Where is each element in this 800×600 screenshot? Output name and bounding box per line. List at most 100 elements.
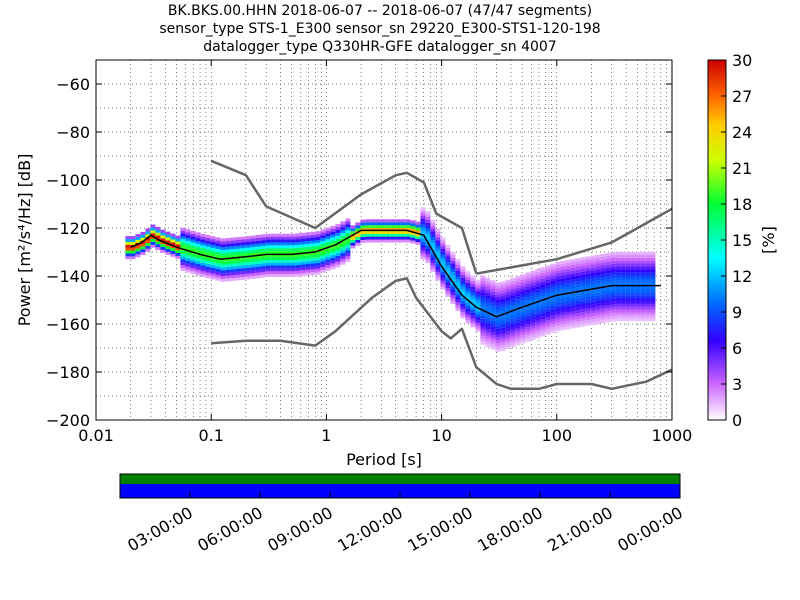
psd-density-cell: [385, 222, 391, 226]
psd-density-cell: [650, 286, 656, 290]
psd-density-cell: [190, 230, 196, 234]
psd-density-cell: [130, 247, 136, 251]
psd-density-cell: [565, 265, 571, 269]
psd-density-cell: [525, 321, 531, 325]
noise-model-line: [211, 277, 673, 391]
psd-density-cell: [220, 267, 226, 271]
psd-density-cell: [435, 251, 441, 255]
psd-density-cell: [405, 233, 411, 237]
psd-density-cell: [640, 280, 646, 284]
psd-density-cell: [600, 268, 606, 272]
psd-density-cell: [640, 260, 646, 264]
psd-density-cell: [230, 257, 236, 261]
psd-density-cell: [325, 253, 331, 257]
psd-density-cell: [545, 328, 551, 332]
plot-frame: [95, 59, 673, 421]
psd-density-cell: [410, 234, 416, 238]
psd-density-cell: [400, 233, 406, 237]
psd-density-cell: [510, 306, 516, 310]
psd-density-cell: [190, 245, 196, 249]
psd-density-cell: [590, 304, 596, 308]
psd-density-cell: [310, 243, 316, 247]
psd-density-cell: [260, 268, 266, 272]
psd-density-cell: [220, 255, 226, 259]
psd-density-cell: [500, 296, 506, 300]
noise-model-line: [210, 159, 478, 274]
psd-density-cell: [500, 307, 506, 311]
psd-density-cell: [210, 270, 216, 274]
psd-density-cell: [505, 302, 511, 306]
psd-density-cell: [540, 290, 546, 294]
psd-density-cell: [520, 302, 526, 306]
psd-density-cell: [635, 257, 641, 261]
psd-density-cell: [250, 255, 256, 259]
psd-density-cell: [325, 256, 331, 260]
psd-density-cell: [395, 230, 401, 234]
psd-density-cell: [535, 323, 541, 327]
psd-density-cell: [605, 253, 611, 257]
psd-density-cell: [525, 306, 531, 310]
psd-density-cell: [645, 269, 651, 273]
psd-density-cell: [295, 239, 301, 243]
psd-density-cell: [630, 251, 636, 255]
psd-density-cell: [515, 322, 521, 326]
psd-density-cell: [345, 221, 351, 225]
psd-density-cell: [460, 286, 466, 290]
psd-density-cell: [300, 252, 306, 256]
psd-density-cell: [220, 275, 226, 279]
psd-density-cell: [630, 309, 636, 313]
psd-density-cell: [145, 231, 151, 235]
psd-density-cell: [475, 296, 481, 300]
psd-density-cell: [300, 247, 306, 251]
psd-density-cell: [565, 294, 571, 298]
psd-density-cell: [345, 218, 351, 222]
psd-density-cell: [605, 258, 611, 262]
psd-density-cell: [610, 266, 616, 270]
psd-density-cell: [590, 307, 596, 311]
psd-density-cell: [640, 263, 646, 267]
psd-density-cell: [200, 242, 206, 246]
psd-density-cell: [195, 249, 201, 253]
psd-density-cell: [630, 292, 636, 296]
psd-density-cell: [615, 263, 621, 267]
psd-density-cell: [330, 231, 336, 235]
psd-density-cell: [440, 246, 446, 250]
psd-density-cell: [465, 302, 471, 306]
psd-density-cell: [625, 277, 631, 281]
psd-density-cell: [170, 250, 176, 254]
psd-density-cell: [590, 270, 596, 274]
psd-density-cell: [395, 233, 401, 237]
psd-density-cell: [645, 312, 651, 316]
psd-density-cell: [450, 251, 456, 255]
psd-density-cell: [505, 317, 511, 321]
psd-density-cell: [585, 265, 591, 269]
median-psd-line: [130, 229, 661, 318]
psd-density-cell: [500, 284, 506, 288]
psd-density-cell: [305, 272, 311, 276]
psd-density-cell: [250, 247, 256, 251]
psd-density-cell: [475, 302, 481, 306]
psd-density-cell: [590, 281, 596, 285]
psd-density-cell: [245, 262, 251, 266]
psd-density-cell: [235, 251, 241, 255]
psd-density-cell: [210, 259, 216, 263]
noise-model-line: [476, 207, 673, 275]
psd-density-cell: [600, 253, 606, 257]
psd-density-cell: [255, 252, 261, 256]
psd-density-cell: [540, 301, 546, 305]
psd-density-cell: [440, 274, 446, 278]
psd-density-cell: [610, 318, 616, 322]
psd-density-cell: [520, 300, 526, 304]
psd-density-cell: [310, 254, 316, 258]
psd-density-cell: [155, 247, 161, 251]
psd-density-cell: [555, 296, 561, 300]
psd-density-cell: [600, 305, 606, 309]
psd-density-cell: [240, 265, 246, 269]
psd-density-cell: [640, 312, 646, 316]
psd-density-cell: [555, 328, 561, 332]
psd-density-cell: [565, 283, 571, 287]
psd-density-cell: [330, 240, 336, 244]
psd-density-cell: [535, 309, 541, 313]
psd-density-cell: [545, 320, 551, 324]
psd-density-cell: [620, 277, 626, 281]
